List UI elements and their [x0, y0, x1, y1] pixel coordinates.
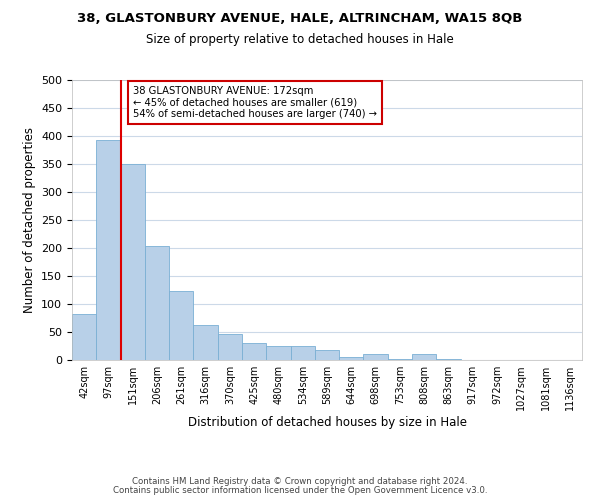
Bar: [412, 354, 436, 360]
Bar: [121, 164, 145, 360]
Bar: [315, 350, 339, 360]
Y-axis label: Number of detached properties: Number of detached properties: [23, 127, 35, 313]
Text: Size of property relative to detached houses in Hale: Size of property relative to detached ho…: [146, 32, 454, 46]
Bar: [388, 359, 412, 360]
Text: Contains HM Land Registry data © Crown copyright and database right 2024.: Contains HM Land Registry data © Crown c…: [132, 477, 468, 486]
Bar: [339, 356, 364, 360]
X-axis label: Distribution of detached houses by size in Hale: Distribution of detached houses by size …: [187, 416, 467, 429]
Bar: [242, 342, 266, 360]
Bar: [290, 346, 315, 360]
Text: 38 GLASTONBURY AVENUE: 172sqm
← 45% of detached houses are smaller (619)
54% of : 38 GLASTONBURY AVENUE: 172sqm ← 45% of d…: [133, 86, 377, 119]
Bar: [72, 314, 96, 360]
Bar: [364, 354, 388, 360]
Bar: [218, 334, 242, 360]
Bar: [145, 246, 169, 360]
Bar: [266, 346, 290, 360]
Bar: [169, 291, 193, 360]
Bar: [96, 140, 121, 360]
Text: Contains public sector information licensed under the Open Government Licence v3: Contains public sector information licen…: [113, 486, 487, 495]
Bar: [193, 324, 218, 360]
Text: 38, GLASTONBURY AVENUE, HALE, ALTRINCHAM, WA15 8QB: 38, GLASTONBURY AVENUE, HALE, ALTRINCHAM…: [77, 12, 523, 26]
